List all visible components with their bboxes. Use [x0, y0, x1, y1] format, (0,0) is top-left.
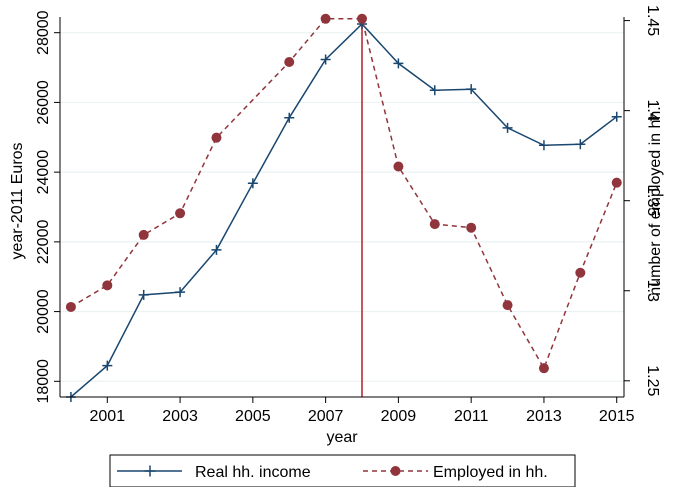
y-axis-left-label: year-2011 Euros: [9, 142, 26, 259]
point-1-11: [502, 300, 513, 311]
legend-label-employed: Employed in hh.: [433, 464, 548, 481]
x-axis-label: year: [326, 429, 358, 446]
series-line-0: [70, 22, 618, 398]
point-1-7: [357, 13, 368, 24]
point-0-1: [102, 360, 113, 371]
legend: Real hh. income Employed in hh.: [109, 454, 576, 487]
point-1-14: [611, 177, 622, 188]
point-0-7: [320, 54, 331, 65]
y-right-tick-label-1: 1.3: [644, 280, 661, 302]
point-0-15: [611, 111, 622, 122]
y-left-tick-label-5: 28000: [35, 10, 52, 55]
point-1-13: [575, 267, 586, 278]
x-tick-label-4: 2009: [381, 408, 417, 425]
gridlines: [60, 32, 624, 382]
y-left-tick-label-2: 22000: [35, 220, 52, 265]
point-1-12: [538, 363, 549, 374]
point-1-10: [466, 222, 477, 233]
y-right-tick-label-2: 1.35: [644, 185, 661, 216]
y-right-tick-label-3: 1.4: [644, 100, 661, 122]
point-0-11: [466, 84, 477, 95]
point-0-6: [284, 112, 295, 123]
legend-box: [109, 454, 576, 487]
point-1-9: [429, 219, 440, 230]
y-left-tick-label-4: 26000: [35, 80, 52, 125]
axes: 2001 2003 2005 2007 2009 2011 2013 2015 18000 200…: [35, 5, 661, 425]
series-line-1: [70, 18, 618, 370]
point-1-0: [65, 301, 76, 312]
point-0-5: [247, 178, 258, 189]
point-0-4: [211, 244, 222, 255]
x-tick-label-0: 2001: [90, 408, 126, 425]
point-0-10: [429, 85, 440, 96]
y-left-tick-label-1: 20000: [35, 289, 52, 334]
x-tick-label-3: 2007: [308, 408, 344, 425]
x-tick-label-5: 2011: [454, 408, 489, 425]
y-left-tick-label-3: 24000: [35, 150, 52, 195]
x-tick-label-1: 2003: [162, 408, 198, 425]
point-0-2: [138, 289, 149, 300]
y-right-tick-label-4: 1.45: [644, 5, 661, 36]
point-0-9: [393, 58, 404, 69]
point-0-13: [538, 140, 549, 151]
point-1-4: [211, 132, 222, 143]
point-0-14: [575, 139, 586, 150]
x-tick-label-7: 2015: [599, 408, 635, 425]
x-tick-label-6: 2013: [526, 408, 562, 425]
legend-marker-income: [144, 465, 156, 477]
point-0-3: [175, 287, 186, 298]
point-1-8: [393, 161, 404, 172]
point-1-1: [102, 280, 113, 291]
legend-marker-employed: [390, 466, 401, 476]
point-1-3: [175, 208, 186, 219]
x-tick-label-2: 2005: [235, 408, 271, 425]
y-right-tick-label-0: 1.25: [644, 365, 661, 396]
legend-label-income: Real hh. income: [195, 464, 311, 481]
y-axis-right-label: number of employed in hh.: [647, 106, 664, 295]
point-1-5: [284, 57, 295, 68]
point-0-12: [502, 122, 513, 133]
y-left-tick-label-0: 18000: [35, 359, 52, 404]
point-1-6: [320, 13, 331, 24]
point-1-2: [138, 229, 149, 240]
